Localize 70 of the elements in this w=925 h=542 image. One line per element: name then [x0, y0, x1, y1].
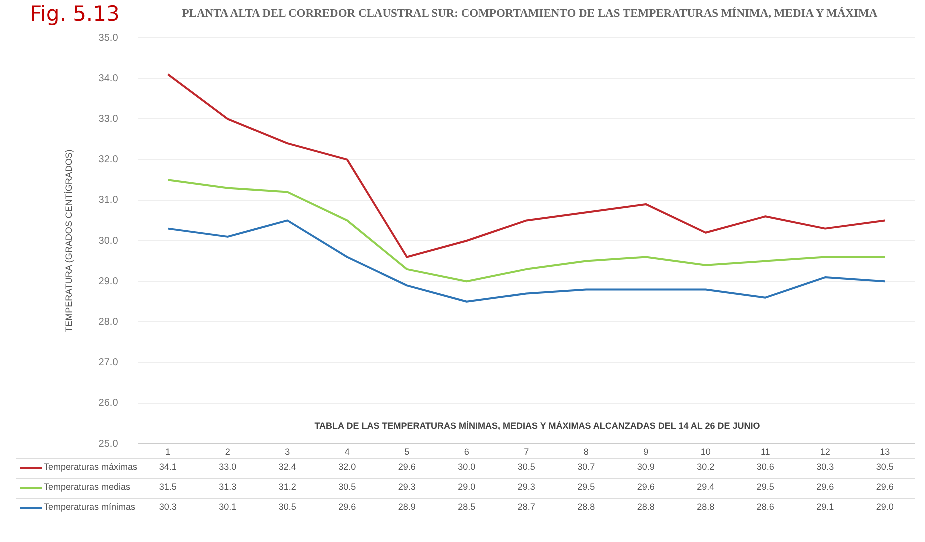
data-label: 30.9 [637, 462, 655, 472]
data-label: 30.5 [518, 462, 536, 472]
x-tick-label: 12 [820, 446, 830, 457]
data-label: 28.9 [398, 502, 416, 512]
data-label: 30.0 [458, 462, 476, 472]
y-tick-label: 32.0 [98, 154, 119, 166]
data-label: 29.6 [398, 462, 416, 472]
data-label: 28.5 [458, 502, 476, 512]
legend-label: Temperaturas mínimas [43, 502, 136, 512]
x-tick-label: 13 [880, 446, 890, 457]
data-label: 30.6 [756, 462, 774, 472]
x-tick-label: 7 [524, 446, 530, 457]
data-label: 31.3 [219, 482, 237, 492]
y-tick-label: 33.0 [98, 114, 119, 125]
annotation: TABLA DE LAS TEMPERATURAS MÍNIMAS, MEDIAS Y MÁXIMAS ALCANZADAS DEL 14 AL 26 DE JUNIO [314, 421, 762, 431]
data-label: 28.8 [578, 502, 596, 512]
data-label: 32.0 [338, 462, 356, 472]
y-tick-label: 35.0 [98, 32, 119, 44]
x-tick-label: 8 [584, 446, 589, 457]
legend-label: Temperaturas medias [43, 482, 131, 492]
y-tick-label: 29.0 [98, 276, 119, 288]
data-label: 29.6 [816, 482, 834, 492]
y-axis-title: TEMPERATURA (GRADOS CENTÍGRADOS) [64, 150, 74, 332]
x-tick-label: 1 [166, 446, 171, 457]
data-label: 31.5 [159, 482, 177, 492]
y-tick-label: 26.0 [98, 398, 119, 410]
caption: Fig. 5.13 [30, 2, 120, 26]
data-label: 29.5 [756, 482, 774, 492]
data-label: 30.5 [278, 502, 296, 512]
x-tick-label: 5 [404, 446, 410, 457]
legend-label: Temperaturas máximas [43, 462, 138, 472]
chart-title: PLANTA ALTA DEL CORREDOR CLAUSTRAL SUR: COMPORTAMIENTO DE LAS TEMPERATURAS MÍNIMA, MEDIA Y MÁXIMA [181, 8, 879, 20]
data-label: 33.0 [219, 462, 237, 472]
data-label: 29.1 [816, 502, 834, 512]
x-tick-label: 9 [644, 446, 649, 457]
data-label: 30.2 [697, 462, 715, 472]
data-label: 29.6 [338, 502, 356, 512]
data-label: 34.1 [159, 462, 177, 472]
data-label: 29.3 [518, 482, 536, 492]
data-label: 29.3 [398, 482, 416, 492]
x-tick-label: 11 [760, 446, 770, 457]
y-tick-label: 25.0 [98, 438, 119, 450]
data-label: 28.8 [697, 502, 715, 512]
data-label: 32.4 [278, 462, 296, 472]
data-label: 28.6 [756, 502, 774, 512]
y-tick-label: 34.0 [98, 73, 119, 84]
data-label: 30.5 [876, 462, 894, 472]
data-label: 30.3 [816, 462, 834, 472]
y-tick-label: 28.0 [98, 316, 119, 328]
data-label: 29.6 [637, 482, 655, 492]
data-label: 30.1 [219, 502, 237, 512]
data-label: 29.0 [876, 502, 894, 512]
data-label: 29.5 [578, 482, 596, 492]
data-label: 30.7 [578, 462, 596, 472]
data-label: 30.5 [338, 482, 356, 492]
data-label: 30.3 [159, 502, 177, 512]
x-tick-label: 10 [700, 446, 711, 457]
data-label: 29.6 [876, 482, 894, 492]
data-label: 28.7 [518, 502, 536, 512]
x-tick-label: 6 [464, 446, 470, 457]
x-tick-label: 2 [225, 446, 230, 457]
y-tick-label: 27.0 [98, 358, 119, 369]
data-label: 29.4 [697, 482, 715, 492]
x-tick-label: 3 [285, 446, 290, 457]
y-tick-label: 30.0 [98, 236, 119, 247]
x-tick-label: 4 [344, 446, 350, 457]
data-label: 31.2 [278, 482, 296, 492]
data-label: 28.8 [637, 502, 655, 512]
data-label: 29.0 [458, 482, 476, 492]
y-tick-label: 31.0 [98, 195, 119, 206]
